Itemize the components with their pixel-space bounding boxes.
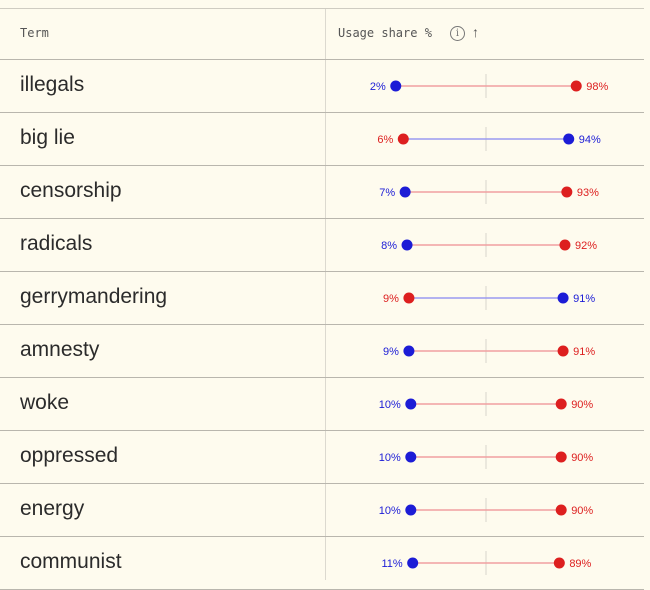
term-label: amnesty [20, 338, 100, 361]
red-point[interactable] [559, 239, 571, 251]
blue-point[interactable] [405, 504, 417, 516]
dot-plot-cell: 8% 92% [381, 233, 597, 257]
red-point[interactable] [555, 451, 567, 463]
blue-point[interactable] [557, 292, 569, 304]
column-divider [325, 8, 326, 580]
table-row: gerrymandering 91% 9% [0, 272, 644, 325]
term-label: big lie [20, 126, 75, 149]
blue-value-label: 94% [579, 134, 601, 146]
table-row: energy 10% 90% [0, 484, 644, 537]
red-point[interactable] [397, 133, 409, 145]
red-point[interactable] [561, 186, 573, 198]
table-body: illegals 2% 98% big lie 94% 6% censorship 7% 93%… [0, 60, 644, 590]
term-label: censorship [20, 179, 122, 202]
term-label: communist [20, 550, 122, 573]
blue-value-label: 91% [573, 293, 595, 305]
dot-plot-cell: 10% 90% [379, 498, 593, 522]
table-row: oppressed 10% 90% [0, 431, 644, 484]
blue-value-label: 9% [383, 346, 399, 358]
blue-point[interactable] [405, 398, 417, 410]
blue-point[interactable] [407, 557, 419, 569]
term-label: illegals [20, 73, 85, 96]
dot-plot-cell: 11% 89% [381, 551, 592, 575]
dot-plot-cell: 7% 93% [379, 180, 599, 204]
red-point[interactable] [555, 398, 567, 410]
blue-value-label: 7% [379, 187, 395, 199]
red-point[interactable] [553, 557, 565, 569]
table-row: illegals 2% 98% [0, 60, 644, 113]
red-point[interactable] [570, 80, 582, 92]
dot-plot-cell: 94% 6% [377, 127, 601, 151]
red-value-label: 90% [571, 505, 593, 517]
term-label: gerrymandering [20, 285, 168, 308]
blue-value-label: 10% [379, 452, 401, 464]
term-column-header: Term [20, 26, 49, 40]
dot-plot-cell: 10% 90% [379, 445, 593, 469]
blue-point[interactable] [405, 451, 417, 463]
red-point[interactable] [403, 292, 415, 304]
red-value-label: 91% [573, 346, 595, 358]
dot-plot-cell: 91% 9% [383, 286, 595, 310]
usage-share-column-header[interactable]: Usage share % [338, 26, 432, 40]
dot-plot-cell: 10% 90% [379, 392, 593, 416]
term-label: oppressed [20, 444, 119, 467]
sort-arrow-up-icon[interactable]: ↑ [472, 24, 479, 40]
red-value-label: 9% [383, 293, 399, 305]
red-value-label: 90% [571, 452, 593, 464]
term-label: radicals [20, 232, 93, 255]
table-row: censorship 7% 93% [0, 166, 644, 219]
table-row: big lie 94% 6% [0, 113, 644, 166]
blue-point[interactable] [401, 239, 413, 251]
red-point[interactable] [557, 345, 569, 357]
dot-plot-cell: 2% 98% [370, 74, 608, 98]
table-row: woke 10% 90% [0, 378, 644, 431]
red-value-label: 92% [575, 240, 597, 252]
red-value-label: 90% [571, 399, 593, 411]
table-row: amnesty 9% 91% [0, 325, 644, 378]
red-value-label: 89% [569, 558, 591, 570]
blue-point[interactable] [399, 186, 411, 198]
red-value-label: 98% [586, 81, 608, 93]
blue-value-label: 8% [381, 240, 397, 252]
blue-value-label: 10% [379, 505, 401, 517]
red-value-label: 6% [377, 134, 393, 146]
table-row: radicals 8% 92% [0, 219, 644, 272]
table-row: communist 11% 89% [0, 537, 644, 590]
blue-value-label: 10% [379, 399, 401, 411]
red-value-label: 93% [577, 187, 599, 199]
blue-value-label: 2% [370, 81, 386, 93]
blue-point[interactable] [390, 80, 402, 92]
blue-point[interactable] [403, 345, 415, 357]
table-header: Term Usage share % i ↑ [0, 8, 644, 60]
info-icon[interactable]: i [450, 26, 465, 41]
usage-table: Term Usage share % i ↑ illegals 2% 98% big … [0, 8, 644, 590]
red-point[interactable] [555, 504, 567, 516]
term-label: energy [20, 497, 85, 520]
blue-point[interactable] [563, 133, 575, 145]
blue-value-label: 11% [381, 558, 402, 570]
dot-plot-cell: 9% 91% [383, 339, 595, 363]
term-label: woke [20, 391, 70, 414]
